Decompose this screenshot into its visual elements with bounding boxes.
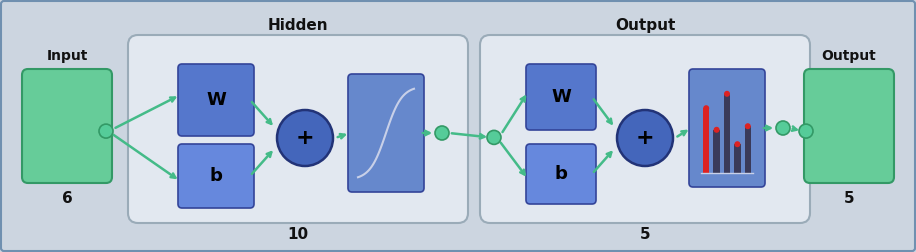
FancyBboxPatch shape xyxy=(526,64,596,130)
Circle shape xyxy=(799,124,813,138)
FancyBboxPatch shape xyxy=(348,74,424,192)
FancyBboxPatch shape xyxy=(804,69,894,183)
FancyBboxPatch shape xyxy=(178,64,254,136)
Circle shape xyxy=(703,105,709,111)
Text: Input: Input xyxy=(47,49,88,63)
Circle shape xyxy=(724,91,730,97)
Circle shape xyxy=(99,124,113,138)
Circle shape xyxy=(714,127,720,133)
Text: 6: 6 xyxy=(61,191,72,206)
FancyBboxPatch shape xyxy=(480,35,810,223)
FancyBboxPatch shape xyxy=(128,35,468,223)
Bar xyxy=(735,144,740,173)
Bar xyxy=(724,94,730,173)
Circle shape xyxy=(735,141,740,147)
Bar xyxy=(703,108,709,173)
Circle shape xyxy=(745,123,751,129)
Text: b: b xyxy=(210,167,223,185)
FancyBboxPatch shape xyxy=(22,69,112,183)
Text: Hidden: Hidden xyxy=(267,18,328,33)
Text: Output: Output xyxy=(822,49,877,63)
FancyBboxPatch shape xyxy=(178,144,254,208)
Text: Output: Output xyxy=(615,18,675,33)
Text: b: b xyxy=(554,165,567,183)
Bar xyxy=(745,126,751,173)
Text: W: W xyxy=(206,91,226,109)
Text: +: + xyxy=(296,128,314,148)
Circle shape xyxy=(435,126,449,140)
FancyBboxPatch shape xyxy=(689,69,765,187)
Text: 5: 5 xyxy=(844,191,855,206)
Text: +: + xyxy=(636,128,654,148)
FancyBboxPatch shape xyxy=(526,144,596,204)
Text: 5: 5 xyxy=(639,227,650,242)
Text: W: W xyxy=(551,88,571,106)
Circle shape xyxy=(617,110,673,166)
Circle shape xyxy=(487,130,501,144)
Text: 10: 10 xyxy=(288,227,309,242)
Circle shape xyxy=(776,121,790,135)
Circle shape xyxy=(277,110,333,166)
Bar xyxy=(714,130,720,173)
